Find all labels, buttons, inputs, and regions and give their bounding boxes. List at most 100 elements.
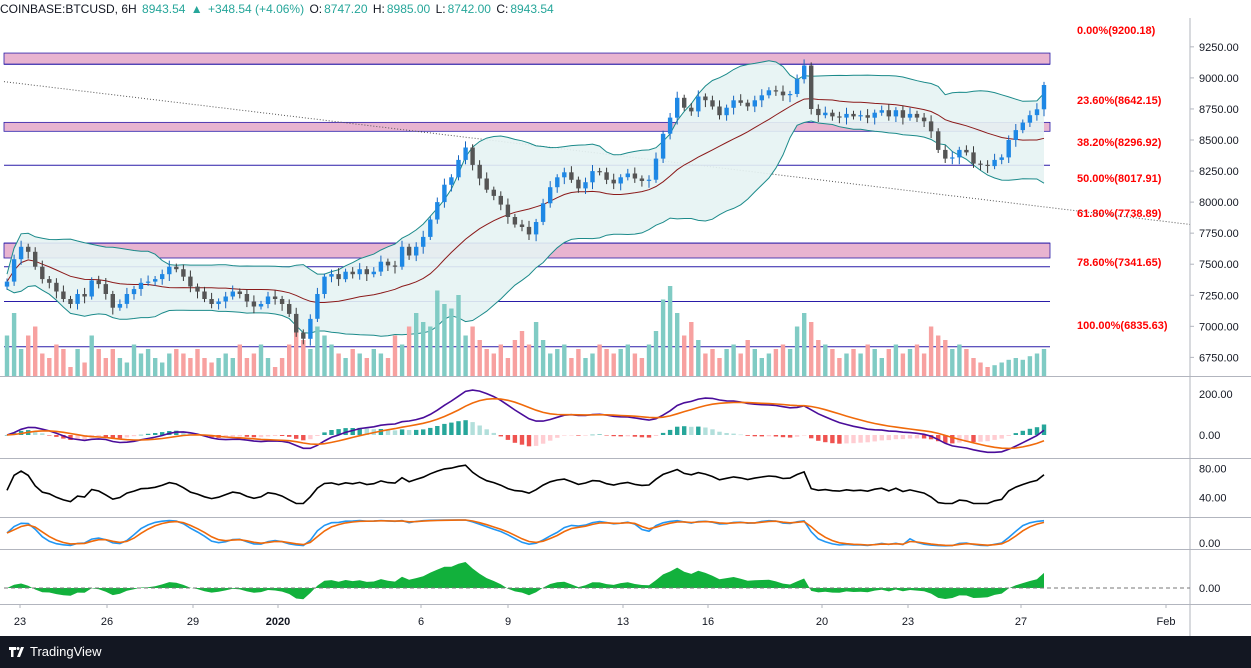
macd-histogram-bar — [456, 421, 461, 435]
volume-bar — [315, 326, 320, 376]
volume-bar — [555, 349, 560, 376]
tradingview-logo-icon[interactable] — [8, 645, 26, 659]
macd-histogram-bar — [590, 434, 595, 436]
volume-bar — [597, 344, 602, 376]
volume-bar — [865, 344, 870, 376]
volume-bar — [145, 349, 151, 376]
fib-label: 0.00%(9200.18) — [1077, 25, 1156, 37]
candle-body — [766, 90, 772, 96]
macd-histogram-bar — [1020, 430, 1025, 435]
price-tick-label: 8000.00 — [1199, 197, 1239, 209]
macd-histogram-bar — [703, 427, 708, 435]
macd-histogram-bar — [491, 432, 496, 435]
macd-histogram-bar — [1006, 435, 1011, 436]
volume-bar — [682, 335, 687, 376]
macd-histogram-bar — [287, 435, 292, 437]
volume-bar — [82, 362, 87, 376]
volume-bar — [696, 340, 701, 376]
volume-bar — [477, 340, 482, 376]
candle-body — [823, 112, 828, 116]
volume-bar — [851, 349, 856, 376]
volume-bar — [689, 322, 694, 376]
candle-body — [964, 149, 969, 153]
candle-body — [272, 296, 278, 299]
macd-histogram-bar — [597, 434, 602, 435]
macd-histogram-bar — [294, 435, 299, 439]
fib-label: 61.80%(7738.89) — [1077, 208, 1162, 220]
macd-histogram-bar — [787, 435, 793, 438]
macd-histogram-bar — [576, 435, 581, 436]
macd-histogram-bar — [315, 435, 320, 436]
volume-bar — [343, 358, 348, 376]
candle-body — [682, 97, 687, 108]
volume-bar — [964, 349, 969, 376]
macd-histogram-bar — [96, 435, 101, 437]
tradingview-brand[interactable]: TradingView — [30, 644, 102, 659]
volume-bar — [223, 353, 228, 376]
candle-body — [710, 100, 715, 107]
volume-bar — [322, 335, 327, 376]
volume-bar — [921, 353, 927, 376]
candle-body — [181, 269, 186, 277]
volume-bar — [11, 313, 17, 376]
macd-histogram-bar — [611, 435, 616, 437]
macd-histogram-bar — [928, 435, 934, 440]
candle-body — [611, 179, 616, 184]
volume-bar — [745, 340, 750, 376]
macd-histogram-bar — [145, 433, 151, 435]
price-tick-label: 7000.00 — [1199, 321, 1239, 333]
volume-bar — [336, 353, 341, 376]
candle-body — [844, 113, 849, 118]
volume-bar — [632, 353, 638, 376]
volume-bar — [294, 326, 299, 376]
candle-body — [1027, 115, 1033, 123]
volume-bar — [950, 349, 955, 376]
bollinger-upper — [6, 60, 1045, 275]
macd-histogram-bar — [675, 426, 680, 435]
time-tick-label: 23 — [14, 616, 26, 628]
macd-histogram-bar — [1013, 433, 1018, 435]
volume-bar — [646, 344, 652, 376]
macd-histogram-bar — [844, 435, 849, 444]
candle-body — [371, 271, 376, 275]
time-tick-label: 27 — [1015, 616, 1027, 628]
volume-bar — [802, 313, 807, 376]
close-label: C: — [496, 2, 509, 16]
volume-bar — [237, 344, 242, 376]
symbol-label[interactable]: COINBASE:BTCUSD, 6H — [0, 2, 137, 16]
macd-histogram-bar — [435, 426, 440, 435]
candle-body — [759, 95, 764, 101]
macd-histogram-bar — [625, 435, 630, 437]
macd-histogram-bar — [512, 435, 518, 443]
low-value: 8742.00 — [447, 2, 491, 16]
volume-bar — [660, 299, 666, 376]
macd-histogram-bar — [279, 435, 285, 436]
candle-body — [809, 65, 814, 109]
candle-body — [279, 299, 285, 304]
candle-body — [865, 115, 870, 118]
price-change: +348.54 (+4.06%) — [208, 2, 305, 16]
volume-bar — [18, 349, 24, 376]
candle-body — [646, 179, 652, 181]
macd-histogram-bar — [992, 435, 997, 440]
volume-bar — [61, 349, 66, 376]
candle-body — [886, 110, 891, 117]
time-tick-label: 16 — [702, 616, 714, 628]
volume-bar — [816, 340, 821, 376]
volume-bar — [89, 335, 94, 376]
macd-histogram-bar — [682, 426, 687, 435]
macd-histogram-bar — [858, 435, 863, 443]
macd-histogram-bar — [731, 433, 736, 435]
volume-bar — [449, 308, 454, 376]
price-chart[interactable]: 0.00%(9200.18) 23.60%(8642.15) 38.20%(8296… — [0, 0, 1251, 636]
fib-label: 23.60%(8642.15) — [1077, 95, 1162, 107]
candle-body — [597, 171, 602, 173]
macd-histogram-bar — [82, 435, 87, 440]
volume-bar — [583, 358, 588, 376]
volume-bar — [780, 344, 786, 376]
candle-body — [879, 110, 884, 113]
high-label: H: — [372, 2, 385, 16]
macd-histogram-bar — [301, 435, 306, 441]
candle-body — [639, 178, 645, 181]
